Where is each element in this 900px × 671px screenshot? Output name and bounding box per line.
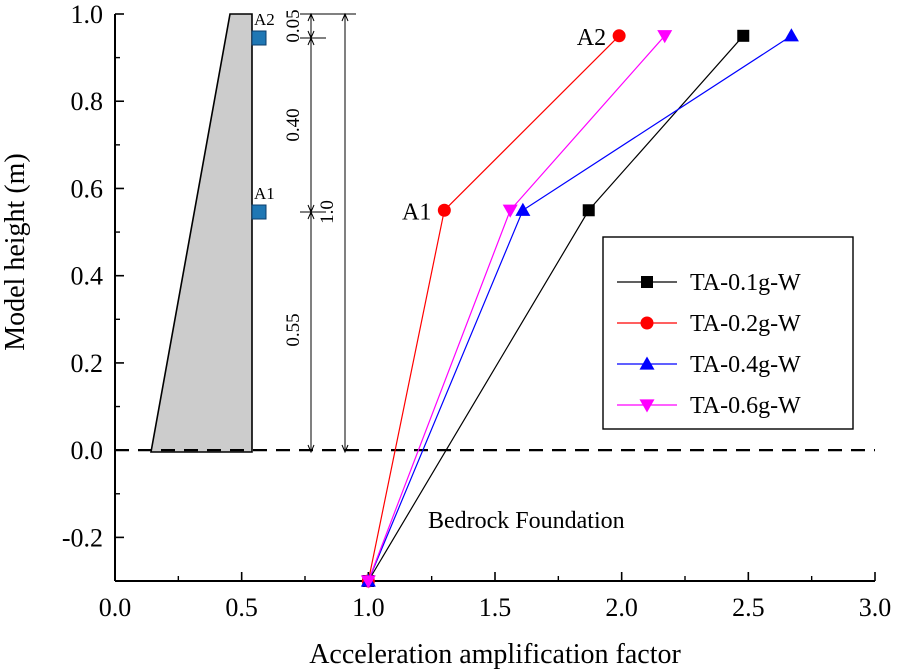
x-tick-label: 2.5: [732, 593, 765, 622]
legend-marker-TA-0.1g-W: [641, 276, 653, 288]
sensor-a1-label: A1: [254, 184, 275, 203]
x-tick-label: 1.0: [352, 593, 385, 622]
dim-arrowhead: [341, 12, 349, 22]
legend-label-TA-0.1g-W: TA-0.1g-W: [690, 270, 801, 296]
legend-label-TA-0.2g-W: TA-0.2g-W: [690, 311, 801, 337]
x-tick-label: 0.0: [99, 593, 132, 622]
sensor-a1-marker: [251, 204, 267, 220]
data-point-TA-0.1g-W: [737, 29, 750, 42]
x-axis-title: Acceleration amplification factor: [309, 639, 681, 670]
sensor-a2-label: A2: [254, 10, 275, 29]
series-line-TA-0.2g-W: [367, 35, 620, 582]
series-TA-0.6g-W: [360, 30, 673, 589]
legend: TA-0.1g-W TA-0.2g-W TA-0.4g-W TA-0.6g-W: [602, 236, 854, 430]
data-point-TA-0.1g-W: [582, 204, 595, 217]
x-tick-label: 1.5: [479, 593, 512, 622]
data-point-TA-0.2g-W: [437, 203, 451, 217]
y-tick-label: 0.0: [71, 436, 104, 465]
y-tick-label: 0.4: [71, 262, 104, 291]
x-tick-label: 0.5: [225, 593, 258, 622]
dimension-label-0-40: 0.40: [283, 108, 304, 141]
model-diagram: A2 A1 0.05 0.40 0.55 1.0: [150, 9, 356, 454]
point-label-a1: A1: [402, 199, 431, 225]
legend-label-TA-0.6g-W: TA-0.6g-W: [690, 393, 801, 419]
data-point-TA-0.4g-W: [783, 28, 799, 42]
dim-arrowhead: [307, 210, 315, 220]
x-tick-label: 2.0: [605, 593, 638, 622]
legend-marker-TA-0.4g-W: [639, 356, 655, 370]
bedrock-foundation-label: Bedrock Foundation: [428, 508, 625, 534]
legend-box: [602, 236, 854, 430]
data-point-TA-0.6g-W: [360, 575, 376, 589]
legend-marker-TA-0.2g-W: [640, 316, 654, 330]
dimension-label-0-55: 0.55: [283, 313, 304, 346]
axes: 0.0 0.5 1.0 1.5 2.0 2.5 3.0 -0.2 0.0 0.2 0.4 0.6 0.8…: [62, 0, 891, 622]
y-tick-label: 1.0: [71, 0, 104, 29]
data-point-TA-0.2g-W: [612, 29, 626, 43]
y-tick-label: 0.6: [71, 174, 104, 203]
series-group: A1 A2: [360, 25, 799, 589]
dimension-label-1-0: 1.0: [317, 200, 338, 224]
sensor-a2-marker: [251, 30, 267, 46]
y-axis-title: Model height (m): [0, 153, 31, 351]
legend-label-TA-0.4g-W: TA-0.4g-W: [690, 352, 801, 378]
data-point-TA-0.6g-W: [657, 30, 673, 44]
dimension-label-0-05: 0.05: [283, 9, 304, 42]
data-point-TA-0.6g-W: [502, 204, 518, 218]
dim-arrowhead: [307, 444, 315, 454]
y-tick-label: 0.8: [71, 87, 104, 116]
y-tick-label: -0.2: [62, 523, 103, 552]
model-slope-shape: [150, 13, 253, 453]
y-tick-label: 0.2: [71, 349, 104, 378]
dim-arrowhead: [307, 12, 315, 22]
series-TA-0.2g-W: [361, 29, 626, 588]
x-tick-label: 3.0: [859, 593, 892, 622]
point-label-a2: A2: [577, 25, 606, 51]
legend-marker-TA-0.6g-W: [639, 399, 655, 413]
dim-arrowhead: [307, 36, 315, 46]
dim-arrowhead: [341, 444, 349, 454]
data-point-TA-0.4g-W: [515, 202, 531, 216]
